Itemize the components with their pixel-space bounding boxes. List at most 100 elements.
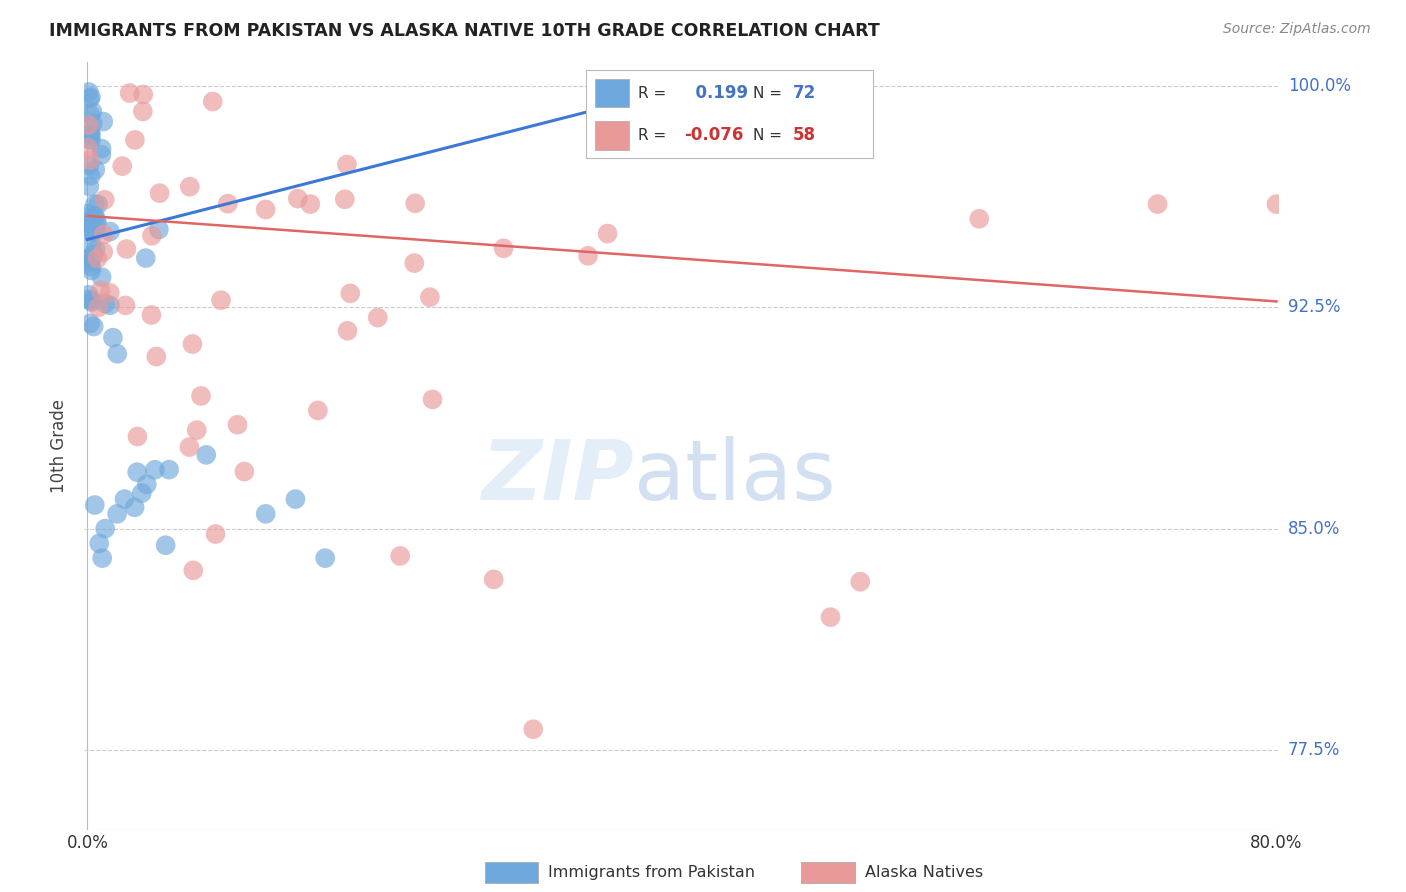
Text: atlas: atlas xyxy=(634,436,835,517)
Point xyxy=(226,417,249,432)
Point xyxy=(79,108,101,122)
Point xyxy=(336,324,359,338)
Point xyxy=(79,128,101,142)
Point xyxy=(204,527,226,541)
Point xyxy=(82,104,104,119)
Point xyxy=(83,247,105,261)
Point xyxy=(83,209,105,223)
Point xyxy=(179,440,201,454)
Point xyxy=(336,157,359,171)
Point xyxy=(179,179,201,194)
Point xyxy=(76,222,98,236)
Point xyxy=(967,211,990,226)
Point xyxy=(80,225,103,239)
Point xyxy=(89,284,111,298)
Point xyxy=(98,298,121,312)
Point xyxy=(157,462,180,476)
Point xyxy=(135,477,157,491)
Point xyxy=(86,252,108,266)
Point xyxy=(105,347,128,361)
Point xyxy=(80,169,103,183)
Point xyxy=(1146,197,1168,211)
Point xyxy=(314,551,336,566)
Point xyxy=(80,263,103,277)
Point xyxy=(91,551,114,566)
Point xyxy=(89,536,111,550)
Point xyxy=(77,85,100,99)
Point xyxy=(307,403,329,417)
Point xyxy=(77,118,100,132)
Point xyxy=(201,95,224,109)
Point xyxy=(596,227,619,241)
Point xyxy=(80,260,103,274)
Point xyxy=(77,252,100,266)
Point xyxy=(80,127,103,141)
Point xyxy=(155,538,177,552)
Point xyxy=(820,610,842,624)
Point xyxy=(90,142,112,156)
Point xyxy=(284,492,307,507)
Point xyxy=(148,222,170,236)
Point xyxy=(132,87,155,102)
Point xyxy=(80,253,103,268)
Point xyxy=(186,423,208,437)
Point xyxy=(492,241,515,255)
Point xyxy=(91,244,114,259)
Point xyxy=(849,574,872,589)
Point xyxy=(404,196,426,211)
Point xyxy=(141,228,163,243)
Point xyxy=(522,723,544,737)
Point xyxy=(77,256,100,270)
Point xyxy=(181,337,204,351)
Text: Source: ZipAtlas.com: Source: ZipAtlas.com xyxy=(1223,22,1371,37)
Point xyxy=(98,285,121,300)
Point xyxy=(195,448,218,462)
Point xyxy=(80,238,103,252)
Point xyxy=(114,298,136,312)
Point xyxy=(124,133,146,147)
Text: 85.0%: 85.0% xyxy=(1288,520,1340,538)
Point xyxy=(77,159,100,173)
Point xyxy=(114,492,136,507)
Point xyxy=(367,310,389,325)
Text: 92.5%: 92.5% xyxy=(1288,298,1340,317)
Point xyxy=(132,104,155,119)
Point xyxy=(131,486,153,500)
Point xyxy=(79,91,101,105)
Text: 77.5%: 77.5% xyxy=(1288,741,1340,759)
Point xyxy=(83,225,105,239)
Point xyxy=(118,86,141,100)
Point xyxy=(233,465,256,479)
Point xyxy=(84,243,107,257)
Point xyxy=(76,140,98,154)
Point xyxy=(91,114,114,128)
Point xyxy=(143,463,166,477)
Point xyxy=(339,286,361,301)
Point xyxy=(79,179,101,194)
Point xyxy=(404,256,426,270)
Text: Immigrants from Pakistan: Immigrants from Pakistan xyxy=(548,865,755,880)
Text: ZIP: ZIP xyxy=(481,436,634,517)
Point xyxy=(77,288,100,302)
Point xyxy=(80,293,103,308)
Point xyxy=(141,308,163,322)
Point xyxy=(94,296,117,310)
Point xyxy=(87,197,110,211)
Text: IMMIGRANTS FROM PAKISTAN VS ALASKA NATIVE 10TH GRADE CORRELATION CHART: IMMIGRANTS FROM PAKISTAN VS ALASKA NATIV… xyxy=(49,22,880,40)
Point xyxy=(105,507,128,521)
Point xyxy=(111,159,134,173)
Point xyxy=(84,162,107,177)
Point xyxy=(287,192,309,206)
Point xyxy=(83,319,105,334)
Point xyxy=(80,295,103,310)
Point xyxy=(84,213,107,227)
Point xyxy=(101,331,124,345)
Point xyxy=(93,193,115,207)
Point xyxy=(80,90,103,104)
Point xyxy=(181,563,204,577)
Point xyxy=(333,192,356,206)
Point xyxy=(190,389,212,403)
Y-axis label: 10th Grade: 10th Grade xyxy=(51,399,69,493)
Point xyxy=(79,128,101,142)
Point xyxy=(209,293,232,308)
